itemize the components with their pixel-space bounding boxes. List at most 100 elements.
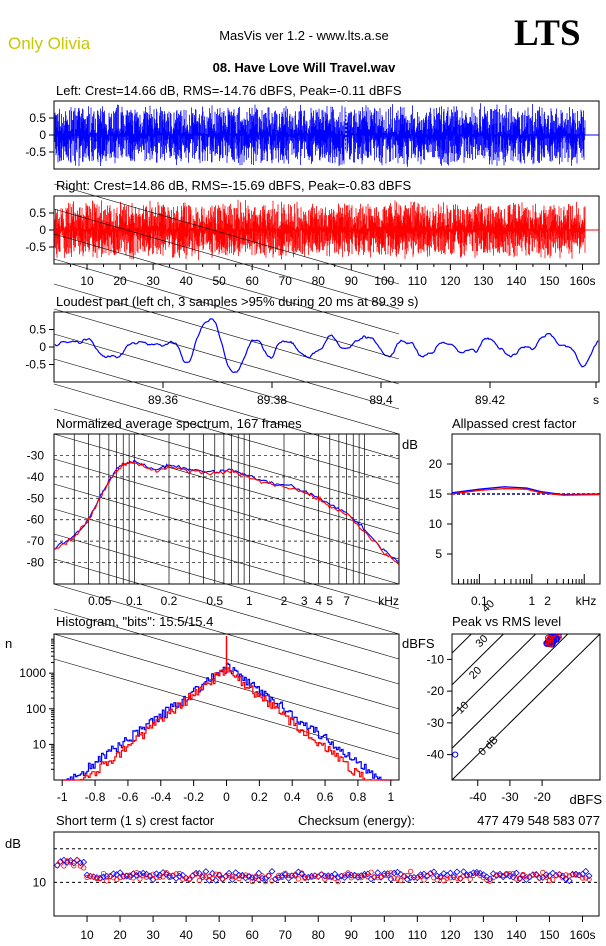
- y-tick-label: 10: [429, 517, 443, 531]
- crest-point-right: [259, 873, 265, 879]
- plot-frame: [53, 433, 400, 585]
- slope-line: [53, 508, 400, 610]
- crest-point-right: [513, 876, 520, 882]
- x-tick-label: 0: [223, 790, 230, 804]
- y-tick-label: 5: [435, 547, 442, 561]
- crest-point-left: [80, 858, 88, 866]
- left-waveform-plot: 0.5 0 -0.5: [25, 100, 600, 170]
- crest-point-right: [335, 879, 341, 885]
- slope-line: [53, 408, 400, 510]
- crest-point-right: [160, 874, 166, 880]
- crest-point-right: [368, 869, 374, 875]
- shortterm-title: Short term (1 s) crest factor: [56, 813, 215, 828]
- crest-point-left: [453, 868, 461, 876]
- x-tick-label: 160s: [569, 928, 595, 942]
- crest-diagonal: [452, 634, 600, 780]
- plot-frame: [53, 311, 600, 383]
- crest-point-left: [215, 871, 223, 879]
- crest-point-right: [54, 862, 60, 869]
- x-tick-label: 50: [212, 274, 226, 288]
- x-tick-label: kHz: [576, 594, 597, 608]
- crest-point-right: [107, 873, 113, 880]
- crest-point-right: [437, 875, 444, 881]
- y-tick-label: 15: [429, 487, 443, 501]
- plot-frame: [451, 633, 601, 781]
- slope-line: [53, 208, 400, 310]
- y-tick-label: 0: [39, 223, 46, 237]
- crest-point-left: [437, 873, 444, 880]
- crest-point-right: [229, 873, 235, 880]
- histogram-trace: [62, 662, 393, 781]
- crest-point-right: [67, 859, 74, 865]
- y-tick-label: 0: [39, 128, 46, 142]
- y-tick-label: -70: [27, 534, 45, 548]
- mask: [400, 433, 414, 585]
- checksum-value: 477 479 548 583 077: [477, 813, 600, 828]
- y-tick-label: 100: [26, 702, 46, 716]
- plot-frame: [451, 433, 601, 585]
- slope-line: [53, 358, 400, 460]
- shortterm-ylabel: dB: [5, 836, 21, 851]
- crest-point-right: [384, 872, 391, 879]
- pvr-xlabel: dBFS: [569, 792, 602, 807]
- y-tick-label: 0: [39, 340, 46, 354]
- slope-line: [53, 658, 400, 760]
- lts-logo: LTS: [514, 13, 581, 54]
- x-tick-label: 40: [179, 274, 193, 288]
- crest-point-right: [249, 878, 255, 885]
- crest-point-right: [414, 875, 420, 881]
- crest-point-right: [299, 870, 305, 876]
- crest-point-left: [513, 869, 520, 877]
- plot-frame: [53, 831, 600, 917]
- x-tick-label: 0.5: [206, 594, 223, 608]
- x-tick-label: 0.05: [88, 594, 112, 608]
- x-tick-label: 5: [326, 594, 333, 608]
- crest-point-right: [487, 878, 493, 884]
- x-tick-label: 0.1: [471, 594, 488, 608]
- crest-point-right: [484, 877, 490, 883]
- x-tick-label: 2: [281, 594, 288, 608]
- crest-point-right: [226, 873, 232, 879]
- crest-point-right: [378, 874, 384, 880]
- x-tick-label: -30: [501, 790, 519, 804]
- x-tick-label: -0.4: [150, 790, 171, 804]
- x-tick-label: 160s: [569, 274, 595, 288]
- y-tick-label: 10: [33, 737, 47, 751]
- crest-point-right: [579, 875, 586, 881]
- slope-line: [53, 308, 400, 410]
- crest-point-right: [81, 865, 87, 871]
- crest-point-right: [193, 871, 199, 877]
- crest-point-right: [401, 873, 407, 879]
- x-tick-label: 110: [408, 274, 427, 288]
- crest-point-right: [517, 875, 523, 881]
- y-tick-label: -80: [27, 556, 45, 570]
- spectrum-plot: -30-40-50-60-70-80-30-40-50-60-70-800.05…: [0, 183, 414, 760]
- crest-point-right: [457, 876, 463, 882]
- x-tick-label: 30: [146, 928, 160, 942]
- crest-point-right: [553, 872, 559, 879]
- slope-line: [53, 183, 400, 285]
- crest-point-right: [173, 871, 179, 877]
- level-point: [547, 634, 554, 642]
- crest-point-right: [71, 863, 77, 869]
- crest-point-right: [365, 873, 371, 880]
- crest-point-right: [421, 877, 427, 883]
- crest-point-right: [180, 876, 186, 882]
- crest-point-right: [209, 875, 216, 882]
- pvr-ylabel: dBFS: [402, 636, 435, 651]
- x-tick-label: 0.8: [350, 790, 367, 804]
- spectrum-title: Normalized average spectrum, 167 frames: [56, 416, 302, 431]
- crest-point-left: [202, 868, 210, 875]
- crest-point-right: [536, 875, 543, 881]
- slope-line: [53, 458, 400, 560]
- crest-point-right: [203, 874, 209, 880]
- y-tick-label: 0.5: [29, 111, 46, 125]
- level-point: [452, 751, 459, 758]
- right-waveform-plot: 0.5 0 -0.5: [25, 195, 600, 265]
- x-tick-label: 1: [387, 790, 394, 804]
- x-tick-label: -20: [533, 790, 551, 804]
- slope-line: [53, 258, 400, 360]
- diagonal-label: 10: [454, 699, 471, 716]
- pvr-title: Peak vs RMS level: [452, 614, 561, 629]
- x-tick-label: 130: [473, 928, 493, 942]
